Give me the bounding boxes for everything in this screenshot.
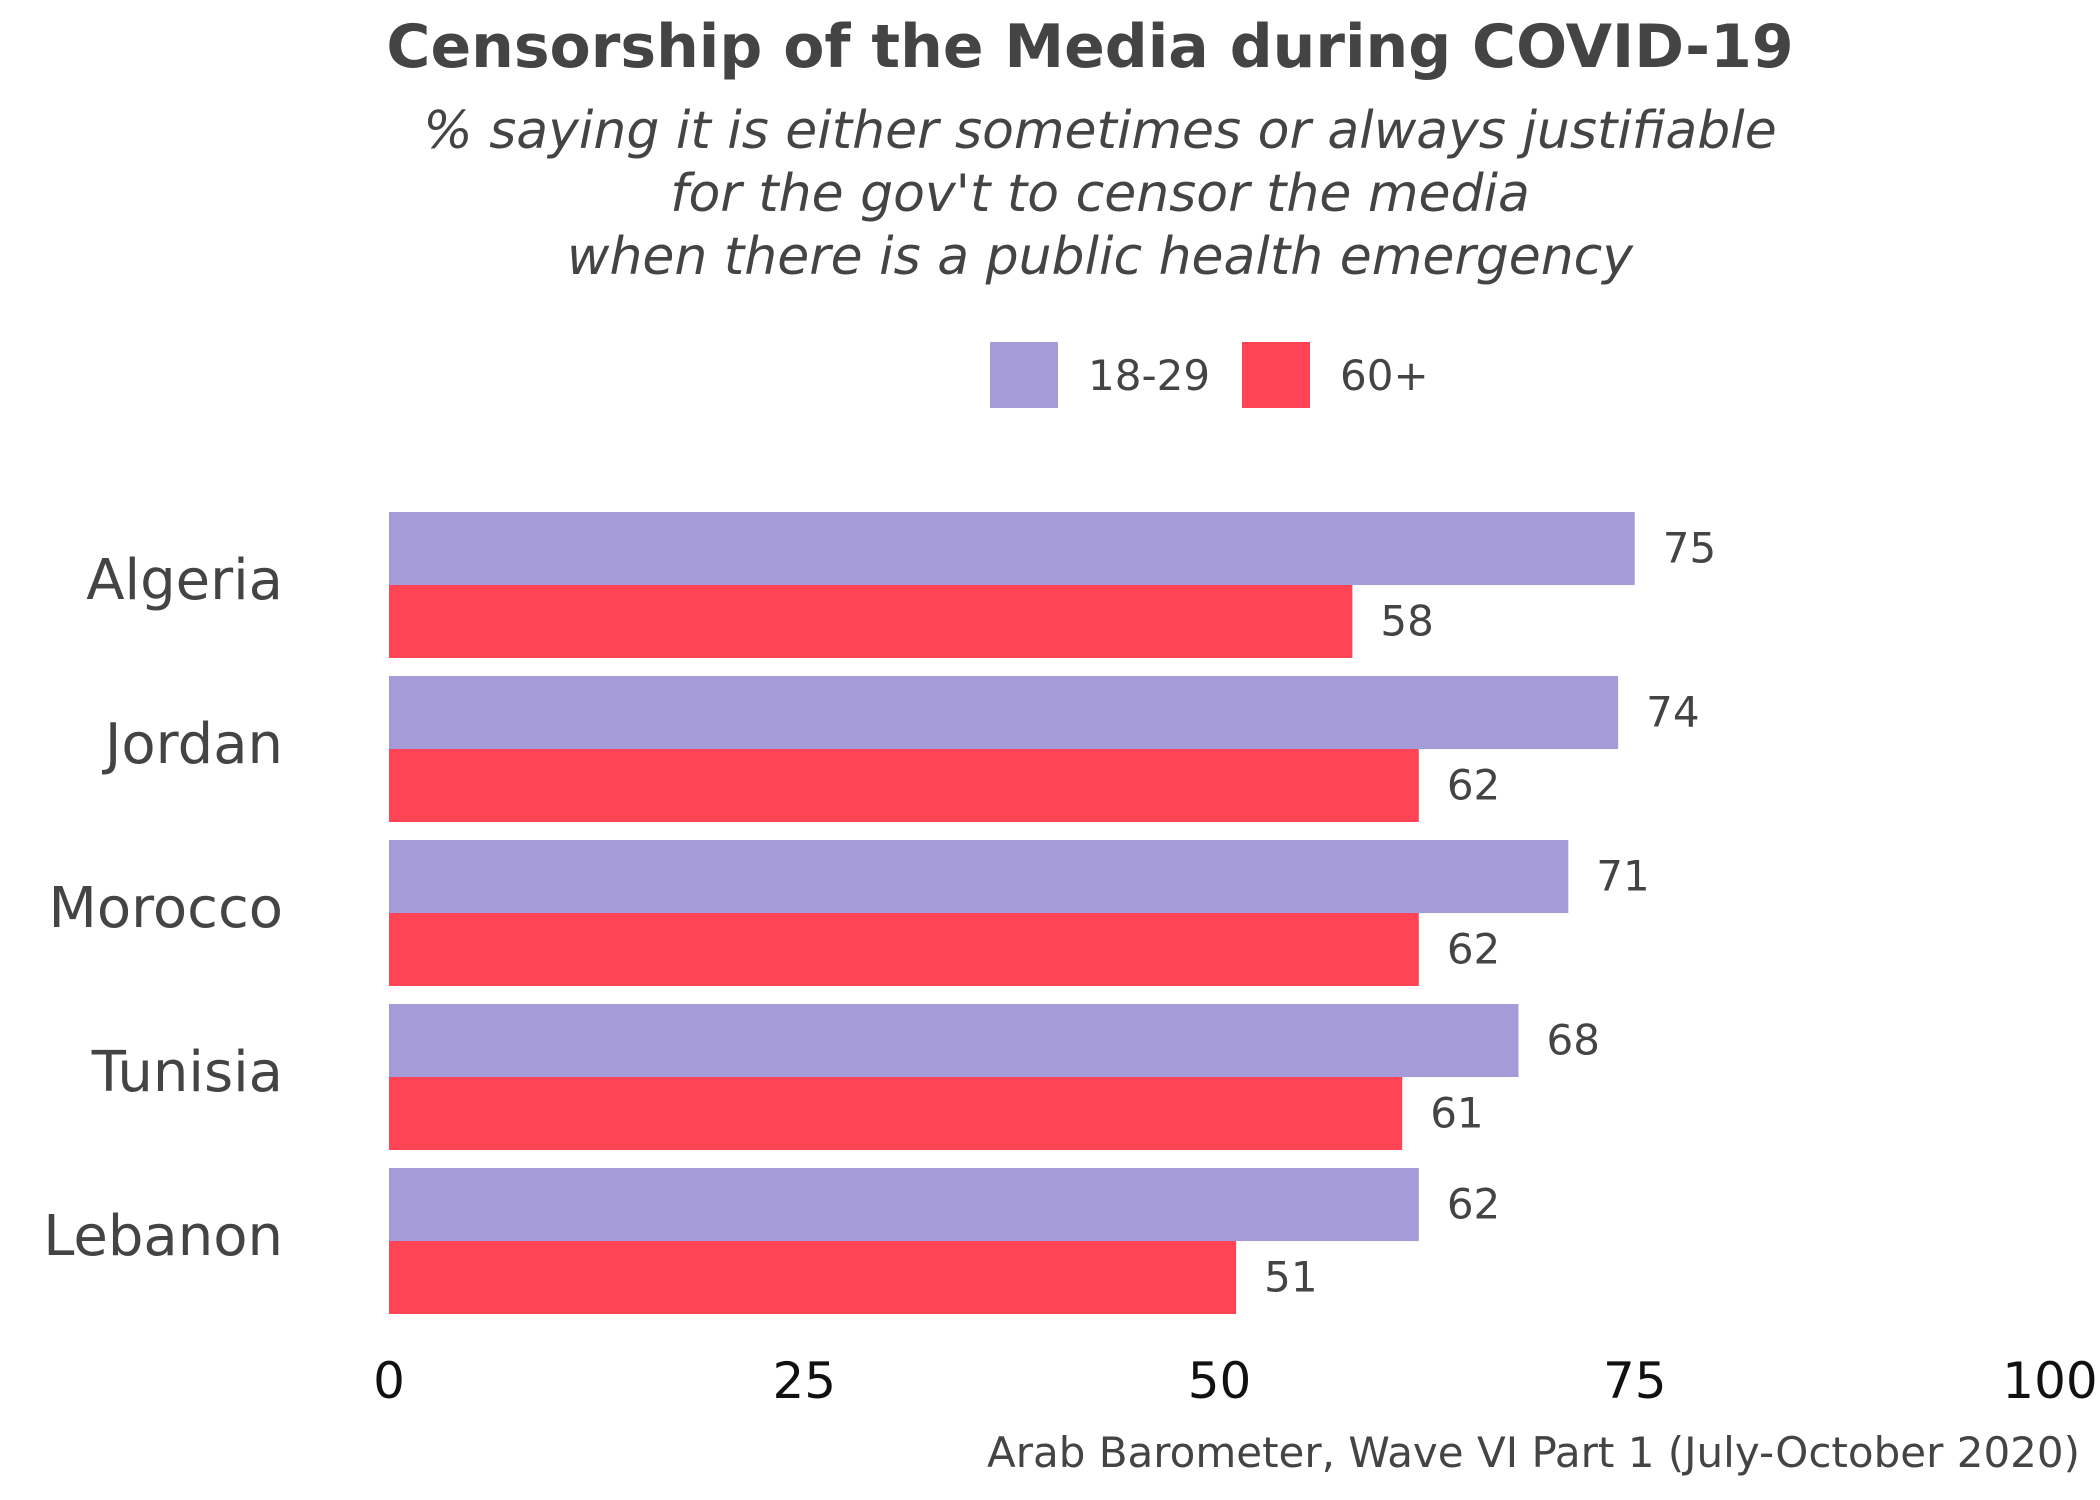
subtitle-line-1: % saying it is either sometimes or alway… (423, 101, 1777, 161)
category-label-jordan: Jordan (102, 712, 283, 777)
legend-item-18-29: 18-29 (990, 342, 1210, 408)
bar-algeria-18-29 (389, 512, 1635, 585)
bar-tunisia-18-29 (389, 1004, 1519, 1077)
legend-swatch-18-29 (990, 342, 1058, 408)
subtitle-line-2: for the gov't to censor the media (670, 164, 1530, 224)
bar-morocco-60-plus (389, 913, 1419, 986)
chart-title: Censorship of the Media during COVID-19 (0, 12, 2100, 82)
x-tick-label-0: 0 (373, 1352, 405, 1410)
category-label-lebanon: Lebanon (43, 1204, 283, 1269)
chart-caption: Arab Barometer, Wave VI Part 1 (July-Oct… (986, 1428, 2080, 1477)
x-tick-label-25: 25 (772, 1352, 836, 1410)
x-tick-label-75: 75 (1603, 1352, 1667, 1410)
data-label-jordan-18-29: 74 (1646, 688, 1699, 737)
bar-algeria-60-plus (389, 585, 1353, 658)
category-label-tunisia: Tunisia (91, 1040, 283, 1105)
bar-jordan-60-plus (389, 749, 1419, 822)
bar-morocco-18-29 (389, 840, 1569, 913)
chart-legend: 18-29 60+ (990, 340, 1461, 410)
bar-tunisia-60-plus (389, 1077, 1403, 1150)
legend-label-60-plus: 60+ (1340, 350, 1429, 400)
data-label-algeria-18-29: 75 (1663, 524, 1716, 573)
chart-subtitle: % saying it is either sometimes or alway… (0, 100, 2100, 289)
x-tick-label-50: 50 (1188, 1352, 1252, 1410)
legend-item-60-plus: 60+ (1242, 342, 1429, 408)
bar-jordan-18-29 (389, 676, 1619, 749)
data-label-jordan-60-plus: 62 (1447, 761, 1500, 810)
category-label-algeria: Algeria (86, 548, 283, 613)
subtitle-line-3: when there is a public health emergency (566, 227, 1634, 287)
x-tick-label-100: 100 (2002, 1352, 2097, 1410)
data-label-morocco-60-plus: 62 (1447, 925, 1500, 974)
legend-swatch-60-plus (1242, 342, 1311, 408)
data-label-algeria-60-plus: 58 (1380, 597, 1433, 646)
data-label-lebanon-60-plus: 51 (1264, 1253, 1317, 1302)
chart-title-text: Censorship of the Media during COVID-19 (386, 12, 1794, 82)
legend-label-18-29: 18-29 (1088, 350, 1211, 400)
data-label-lebanon-18-29: 62 (1447, 1180, 1500, 1229)
bar-lebanon-18-29 (389, 1168, 1419, 1241)
data-label-morocco-18-29: 71 (1596, 852, 1649, 901)
data-label-tunisia-60-plus: 61 (1430, 1089, 1483, 1138)
data-label-tunisia-18-29: 68 (1546, 1016, 1599, 1065)
category-label-morocco: Morocco (49, 876, 283, 941)
bar-lebanon-60-plus (389, 1241, 1237, 1314)
